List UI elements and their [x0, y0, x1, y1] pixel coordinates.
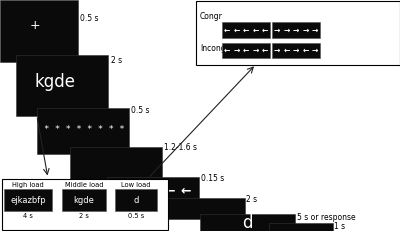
Bar — [37, 108, 129, 154]
Text: High load: High load — [12, 182, 44, 188]
Bar — [62, 189, 106, 211]
Text: →: → — [274, 46, 280, 55]
Text: 0.5 s: 0.5 s — [131, 106, 150, 115]
Text: ←: ← — [224, 46, 230, 55]
Text: d: d — [242, 214, 253, 231]
Text: Congr: Congr — [200, 12, 223, 21]
Bar — [272, 43, 320, 58]
Text: Low load: Low load — [122, 182, 151, 188]
Bar — [196, 1, 400, 65]
Bar — [115, 189, 157, 211]
Text: 1.2-1.6 s: 1.2-1.6 s — [164, 143, 197, 152]
Text: →: → — [312, 46, 318, 55]
Text: 5 s or response: 5 s or response — [297, 213, 356, 222]
Text: ←: ← — [302, 46, 309, 55]
Text: 0.5 s: 0.5 s — [80, 14, 98, 23]
Text: kgde: kgde — [34, 73, 75, 91]
Bar — [2, 179, 168, 230]
Text: ←: ← — [224, 26, 230, 34]
Bar — [269, 223, 333, 231]
Bar — [16, 55, 108, 116]
Text: +: + — [30, 19, 40, 32]
Text: 2 s: 2 s — [111, 56, 122, 65]
Text: →: → — [252, 46, 259, 55]
Bar — [0, 0, 78, 62]
Text: ←: ← — [243, 46, 249, 55]
Text: 2 s: 2 s — [79, 213, 89, 219]
Bar — [153, 198, 245, 219]
Bar — [70, 147, 162, 184]
Text: 1 s: 1 s — [334, 222, 345, 231]
Bar — [107, 177, 199, 203]
Bar — [222, 43, 270, 58]
Text: →: → — [293, 46, 299, 55]
Text: ←: ← — [116, 184, 126, 197]
Text: ←: ← — [132, 184, 142, 197]
Text: ←: ← — [164, 184, 174, 197]
Bar — [200, 214, 295, 231]
Text: →: → — [233, 46, 240, 55]
Text: →: → — [312, 26, 318, 34]
Text: 0.5 s: 0.5 s — [128, 213, 144, 219]
Text: Incongr: Incongr — [200, 44, 229, 53]
Bar — [4, 189, 52, 211]
Text: Middle load: Middle load — [65, 182, 103, 188]
Text: ←: ← — [252, 26, 259, 34]
Text: ←: ← — [283, 46, 290, 55]
Text: kgde: kgde — [74, 196, 94, 205]
Text: ←: ← — [180, 184, 191, 197]
Text: 0.15 s: 0.15 s — [201, 174, 224, 183]
Text: ←: ← — [233, 26, 240, 34]
Text: →: → — [274, 26, 280, 34]
Text: →: → — [302, 26, 309, 34]
Text: →: → — [283, 26, 290, 34]
Text: ←: ← — [148, 184, 158, 197]
Text: * * * * * * * *: * * * * * * * * — [44, 125, 125, 134]
Text: d: d — [134, 196, 139, 205]
Text: ←: ← — [262, 26, 268, 34]
Text: ←: ← — [262, 46, 268, 55]
Text: 2 s: 2 s — [246, 195, 258, 204]
Text: ←: ← — [243, 26, 249, 34]
Text: ejkazbfp: ejkazbfp — [10, 196, 46, 205]
Bar — [222, 22, 270, 38]
Text: →: → — [293, 26, 299, 34]
Bar — [272, 22, 320, 38]
Text: 4 s: 4 s — [23, 213, 33, 219]
